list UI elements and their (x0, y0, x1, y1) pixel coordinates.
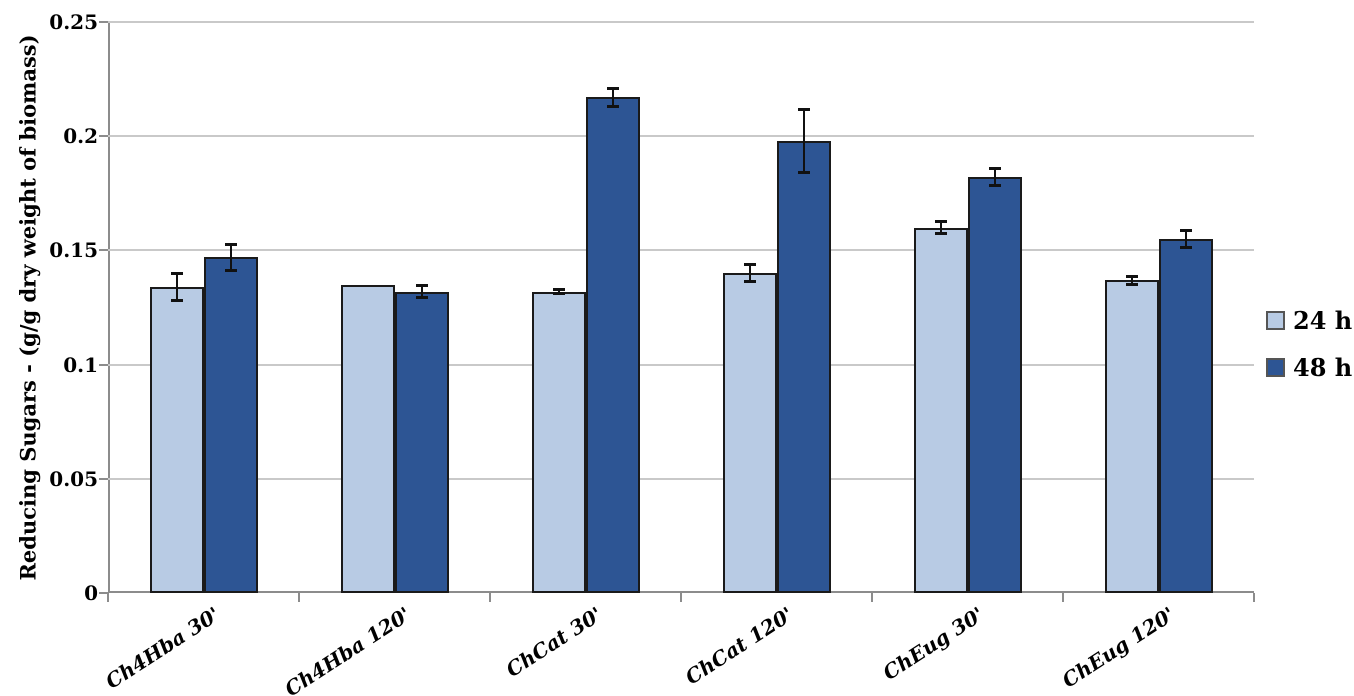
error-bar (1184, 229, 1187, 249)
gridline (108, 21, 1254, 23)
y-axis-tick (99, 21, 108, 23)
error-bar (557, 289, 560, 294)
error-bar-cap (606, 87, 619, 91)
error-bar-cap (743, 263, 756, 267)
bar-48h-Ch4Hba120 (394, 291, 449, 593)
gridline (108, 477, 1254, 480)
error-bar-cap (170, 272, 183, 276)
y-axis-title-box: Reducing Sugars - (g/g dry weight of bio… (6, 22, 50, 593)
y-axis-tick (99, 135, 108, 138)
error-bar (802, 108, 805, 173)
y-axis-tick (99, 249, 108, 252)
x-tick-label: Ch4Hba 30' (101, 602, 225, 694)
gridline (108, 135, 1254, 138)
bar-48h-ChCat30 (585, 97, 640, 593)
error-bar-cap (224, 242, 237, 246)
y-axis-tick (99, 363, 108, 366)
gridline (108, 249, 1254, 252)
error-bar (1130, 275, 1133, 285)
error-bar (611, 88, 614, 107)
x-tick-label: ChEug 120' (1058, 602, 1180, 693)
error-bar-cap (170, 298, 183, 302)
bar-24h-ChEug30 (913, 227, 968, 593)
bar-24h-ChEug120 (1104, 280, 1159, 593)
error-bar-cap (552, 291, 565, 295)
plot-area (108, 22, 1254, 593)
error-bar-cap (415, 283, 428, 287)
y-tick-label: 0.05 (49, 466, 98, 491)
x-axis-tick (871, 593, 873, 602)
y-axis-tick (99, 592, 108, 594)
x-axis-tick (1062, 593, 1064, 602)
error-bar (175, 273, 178, 301)
error-bar-cap (988, 167, 1001, 171)
bar-48h-ChEug120 (1158, 238, 1213, 593)
y-tick-label: 0.15 (49, 238, 98, 263)
error-bar (993, 168, 996, 187)
error-bar (229, 243, 232, 271)
error-bar-cap (606, 104, 619, 108)
error-bar (420, 284, 423, 299)
error-bar-cap (988, 184, 1001, 188)
error-bar (939, 220, 942, 235)
x-axis-tick (107, 593, 109, 602)
error-bar-cap (415, 296, 428, 300)
x-tick-label: ChCat 30' (501, 602, 607, 682)
x-tick-label: ChEug 30' (878, 602, 989, 685)
x-axis-tick (680, 593, 682, 602)
x-tick-label: Ch4Hba 120' (280, 602, 416, 696)
error-bar-cap (552, 288, 565, 292)
legend-swatch-48h (1266, 358, 1285, 377)
error-bar-cap (1179, 246, 1192, 250)
legend-swatch-24h (1266, 311, 1285, 330)
error-bar-cap (934, 219, 947, 223)
y-tick-label: 0.1 (63, 352, 98, 377)
gridline (108, 363, 1254, 366)
error-bar-cap (1125, 274, 1138, 278)
error-bar-cap (743, 280, 756, 284)
y-tick-label: 0 (84, 581, 98, 605)
error-bar (748, 264, 751, 283)
y-axis-tick (99, 477, 108, 480)
bar-48h-Ch4Hba30 (203, 257, 258, 593)
legend: 24 h 48 h (1266, 306, 1353, 382)
legend-item-24h: 24 h (1266, 306, 1353, 335)
error-bar-cap (797, 107, 810, 111)
y-tick-label: 0.25 (49, 10, 98, 34)
legend-item-48h: 48 h (1266, 353, 1353, 382)
bar-24h-ChCat120 (722, 273, 777, 593)
y-axis-title: Reducing Sugars - (g/g dry weight of bio… (15, 34, 41, 581)
x-axis-tick (298, 593, 300, 602)
error-bar-cap (934, 232, 947, 236)
error-bar-cap (1125, 282, 1138, 286)
bar-24h-Ch4Hba30 (149, 286, 204, 593)
error-bar-cap (797, 170, 810, 174)
bar-48h-ChEug30 (967, 177, 1022, 593)
x-axis-tick (489, 593, 491, 602)
legend-label-24h: 24 h (1293, 306, 1353, 335)
bar-24h-Ch4Hba120 (340, 284, 395, 593)
error-bar-cap (1179, 228, 1192, 232)
bar-24h-ChCat30 (531, 291, 586, 593)
legend-label-48h: 48 h (1293, 353, 1353, 382)
x-tick-label: ChCat 120' (680, 602, 798, 690)
x-axis-tick (1253, 593, 1255, 602)
y-tick-label: 0.2 (63, 124, 98, 149)
bar-48h-ChCat120 (776, 140, 831, 593)
error-bar-cap (224, 268, 237, 272)
